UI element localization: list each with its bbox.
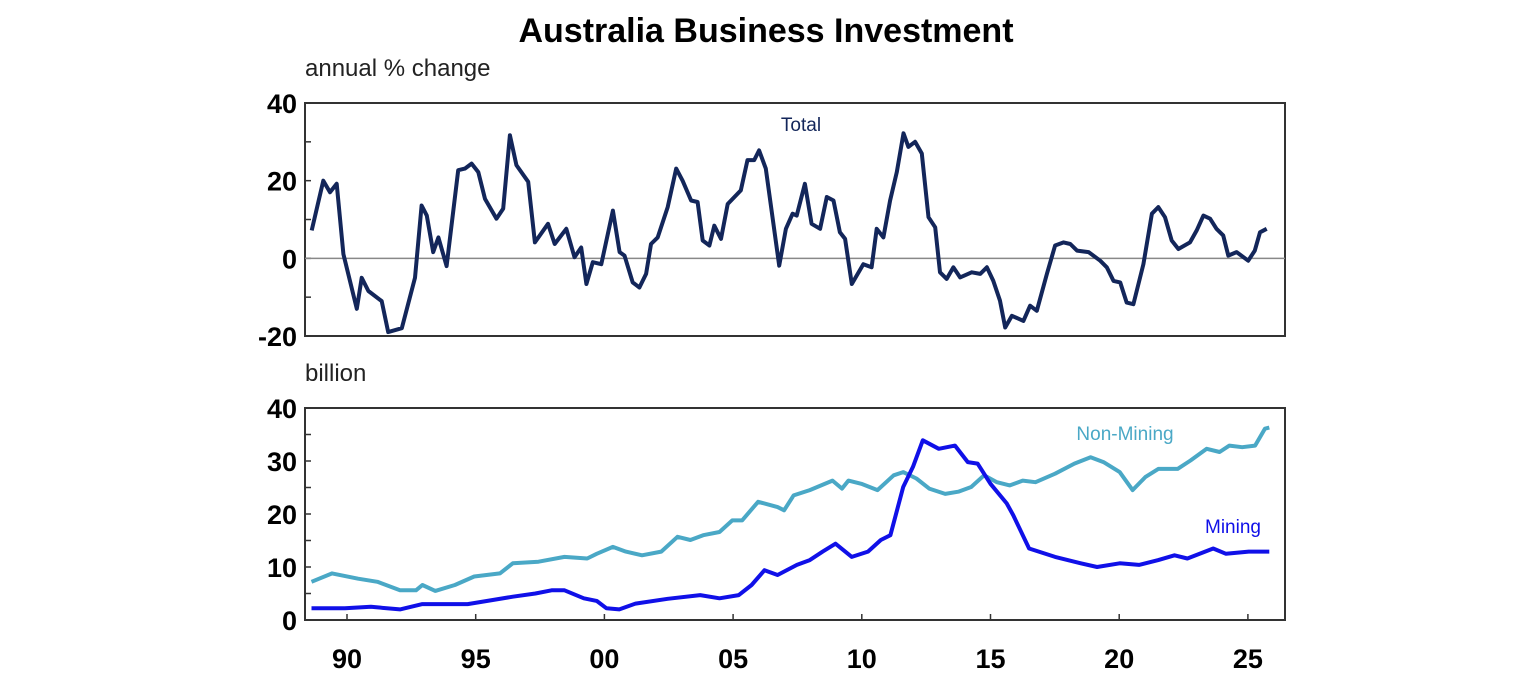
y-tick-label: -20 — [258, 322, 297, 352]
bottom-panel: 40 30 20 10 0 Non-Mining Mining 90 95 00 05 10 15 20 2… — [267, 394, 1286, 674]
series-line-total — [309, 131, 1268, 335]
series-label: Mining — [1205, 517, 1261, 538]
series-label: Non-Mining — [1076, 424, 1173, 445]
series-line-non-mining — [310, 425, 1270, 593]
y-tick-label: 0 — [282, 244, 297, 274]
x-tick-label: 25 — [1233, 644, 1263, 674]
series-line-mining — [311, 438, 1270, 612]
x-tick-label: 20 — [1104, 644, 1134, 674]
y-tick-label: 20 — [267, 500, 297, 530]
y-tick-label: 10 — [267, 553, 297, 583]
y-tick-label: 40 — [267, 394, 297, 424]
y-tick-label: 0 — [282, 606, 297, 636]
x-tick-label: 10 — [847, 644, 877, 674]
x-tick-label: 05 — [718, 644, 748, 674]
top-panel: 40 20 0 -20 Total — [258, 89, 1286, 352]
y-tick-label: 30 — [267, 447, 297, 477]
y-tick-label: 40 — [267, 89, 297, 119]
bottom-panel-ylabel: billion — [305, 360, 366, 387]
chart-title: Australia Business Investment — [518, 12, 1013, 50]
x-tick-label: 00 — [589, 644, 619, 674]
x-tick-label: 15 — [975, 644, 1005, 674]
series-label: Total — [781, 115, 821, 136]
y-tick-label: 20 — [267, 167, 297, 197]
x-tick-label: 90 — [332, 644, 362, 674]
top-panel-ylabel: annual % change — [305, 55, 490, 82]
x-tick-label: 95 — [461, 644, 491, 674]
